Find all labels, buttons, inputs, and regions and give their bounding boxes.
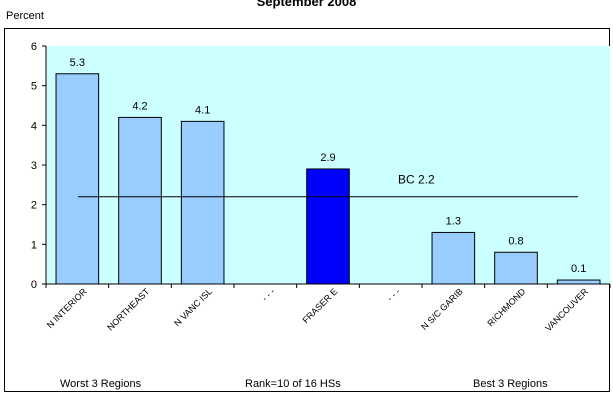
x-tick-label: N INTERIOR — [45, 286, 89, 330]
y-tick-label: 0 — [31, 279, 37, 291]
x-tick-label: N S/C GARIB — [419, 286, 465, 332]
x-tick-label: FRASER E — [301, 286, 340, 325]
data-label: 0.8 — [508, 235, 523, 247]
x-tick-label: RICHMOND — [485, 286, 527, 328]
reference-line-label: BC 2.2 — [398, 173, 435, 187]
data-label: 1.3 — [446, 215, 461, 227]
data-label: 0.1 — [571, 263, 586, 275]
y-tick-label: 4 — [31, 120, 37, 132]
y-tick-label: 1 — [31, 239, 37, 251]
y-tick-label: 6 — [31, 41, 37, 53]
x-tick-label: - - - — [385, 286, 402, 303]
bar — [56, 74, 99, 284]
y-tick-label: 3 — [31, 160, 37, 172]
bar — [432, 232, 475, 284]
x-tick-label: NORTHEAST — [105, 286, 152, 333]
x-tick-label: VANCOUVER — [543, 286, 590, 333]
bar — [119, 117, 162, 284]
y-tick-label: 5 — [31, 81, 37, 93]
footer-best-label: Best 3 Regions — [473, 378, 548, 390]
data-label: 4.2 — [132, 100, 147, 112]
data-label: 4.1 — [195, 104, 210, 116]
bar — [557, 280, 600, 284]
x-tick-label: N VANC ISL — [172, 286, 214, 328]
bar — [181, 121, 224, 284]
footer-rank-label: Rank=10 of 16 HSs — [245, 378, 341, 390]
bar — [495, 252, 538, 284]
data-label: 5.3 — [70, 57, 85, 69]
data-label: 2.9 — [320, 152, 335, 164]
footer-worst-label: Worst 3 Regions — [60, 378, 141, 390]
bar — [307, 169, 350, 284]
x-tick-label: - - - — [260, 286, 277, 303]
y-tick-label: 2 — [31, 200, 37, 212]
